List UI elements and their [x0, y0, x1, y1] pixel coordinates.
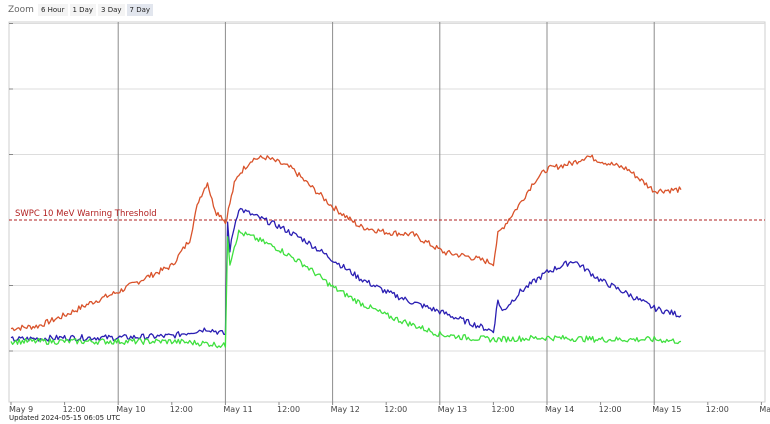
x-tick-label: May 9: [9, 405, 33, 414]
x-tick-label: May 13: [438, 405, 467, 414]
green-series-line: [10, 229, 682, 349]
x-tick-label: May 10: [116, 405, 145, 414]
x-tick-label: 12:00: [170, 405, 193, 414]
x-tick-label: May 14: [545, 405, 574, 414]
x-tick-label: May 12: [331, 405, 360, 414]
blue-series-line: [10, 207, 682, 342]
x-tick-label: 12:00: [384, 405, 407, 414]
red-series-line: [10, 154, 682, 332]
x-tick-label: 12:00: [277, 405, 300, 414]
zoom-label: Zoom: [8, 5, 34, 15]
x-tick-label: May 11: [223, 405, 252, 414]
x-tick-label: May 15: [652, 405, 681, 414]
x-tick-label: May: [759, 405, 770, 414]
updated-timestamp: Updated 2024-05-15 06:05 UTC: [9, 414, 121, 422]
plot-frame: [8, 21, 766, 403]
x-tick-label: 12:00: [599, 405, 622, 414]
zoom-7-day-button[interactable]: 7 Day: [126, 4, 154, 16]
zoom-bar: Zoom 6 Hour 1 Day 3 Day 7 Day: [8, 3, 154, 17]
zoom-6-hour-button[interactable]: 6 Hour: [37, 4, 68, 16]
zoom-3-day-button[interactable]: 3 Day: [98, 4, 125, 16]
x-tick-label: 12:00: [63, 405, 86, 414]
x-tick-label: 12:00: [491, 405, 514, 414]
threshold-label: SWPC 10 MeV Warning Threshold: [15, 209, 157, 219]
zoom-1-day-button[interactable]: 1 Day: [69, 4, 97, 16]
x-tick-label: 12:00: [706, 405, 729, 414]
